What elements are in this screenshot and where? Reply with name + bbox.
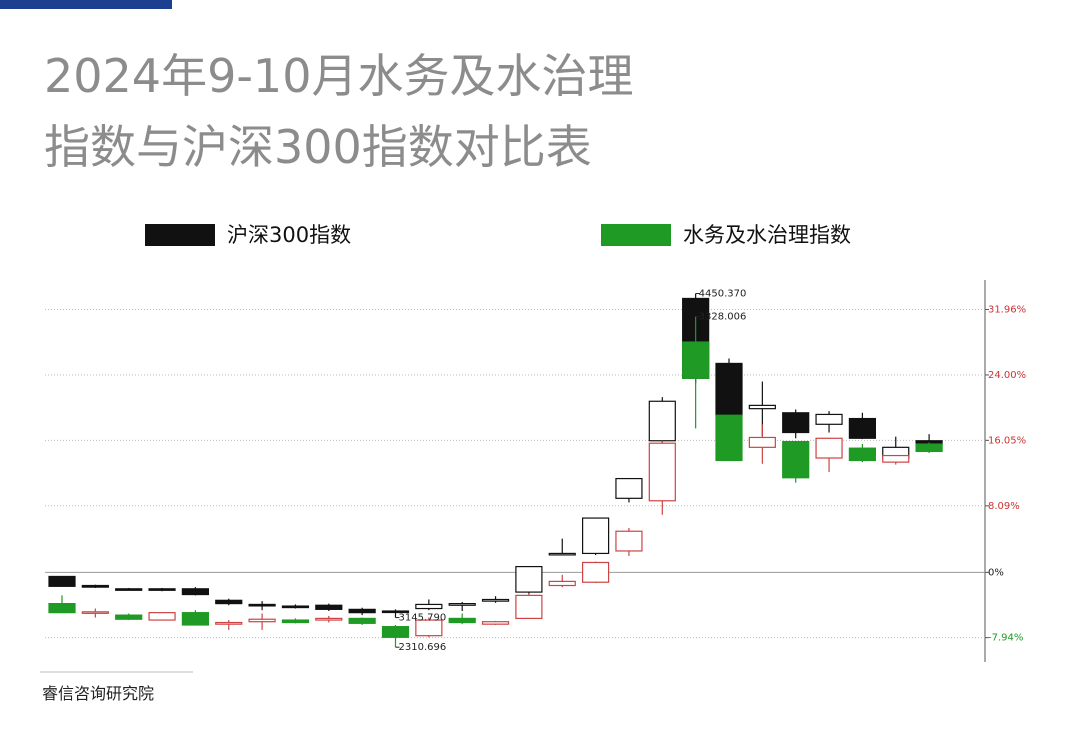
top-bar [0, 0, 172, 9]
candle-body [848, 417, 877, 439]
candle-body [782, 440, 810, 479]
y-tick-label: 31.96% [988, 304, 1026, 315]
candle-body [215, 621, 243, 625]
source: 睿信咨询研究院 [42, 684, 154, 703]
candle-body [615, 477, 643, 499]
candle-body [48, 575, 76, 587]
candle-body [281, 605, 310, 609]
title-line: 2024年9-10月水务及水治理 [44, 49, 633, 103]
candle-body [882, 454, 910, 463]
annotation: 4450.370 [699, 289, 747, 300]
candle-body [782, 412, 810, 434]
candle-body [448, 603, 476, 606]
candle-body [148, 588, 176, 591]
candle-body [248, 618, 276, 623]
candle-body [848, 447, 877, 462]
y-tick-label: 8.09% [988, 501, 1020, 512]
candle-body [115, 588, 143, 591]
candle-body [815, 437, 843, 459]
annotation: 3145.790 [399, 613, 447, 624]
candle-body [481, 621, 510, 625]
candle-body [181, 588, 209, 596]
y-tick-label: -7.94% [988, 633, 1023, 644]
candle-body [448, 617, 476, 624]
candle-body [348, 608, 376, 614]
annotation: 3328.006 [699, 312, 747, 323]
candle-body [715, 362, 743, 416]
candle-body [648, 442, 676, 502]
candle-body [415, 619, 443, 637]
candle-body [748, 436, 776, 448]
candle-body [682, 341, 710, 379]
candle-body [281, 619, 310, 624]
y-tick-label: 24.00% [988, 370, 1026, 381]
candle-body [748, 404, 776, 410]
candle-body [181, 612, 209, 626]
legend-swatch [145, 224, 215, 246]
candle-body [348, 617, 376, 624]
candle-body [81, 584, 109, 588]
candle-body [381, 610, 410, 614]
candle-body [548, 552, 576, 556]
candle-body [548, 580, 576, 587]
candle-body [115, 614, 143, 620]
candle-body [148, 612, 176, 621]
candle-body [381, 626, 410, 638]
candle-body [815, 413, 843, 425]
y-tick-label: 0% [988, 567, 1004, 578]
candle-body [615, 530, 643, 552]
candle-body [315, 617, 343, 621]
candle-body [481, 598, 510, 602]
candle-body [648, 400, 676, 442]
candle-body [48, 603, 76, 614]
candle-body [248, 603, 276, 607]
candle-body [581, 517, 610, 555]
candle-body [415, 603, 443, 610]
candle-body [515, 594, 543, 620]
legend-label: 沪深300指数 [227, 223, 351, 247]
candle-body [715, 414, 743, 462]
candle-body [215, 599, 243, 605]
legend-swatch [601, 224, 671, 246]
candle-body [915, 443, 943, 453]
candle-body [315, 604, 343, 610]
y-tick-label: 16.05% [988, 435, 1026, 446]
annotation: 2310.696 [399, 642, 447, 653]
title-line: 指数与沪深300指数对比表 [44, 120, 592, 174]
legend-label: 水务及水治理指数 [683, 223, 851, 247]
candle-body [515, 565, 543, 593]
candle-body [81, 611, 109, 614]
candle-body [581, 561, 610, 583]
